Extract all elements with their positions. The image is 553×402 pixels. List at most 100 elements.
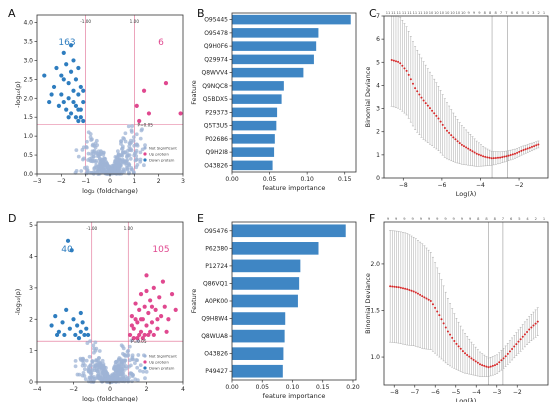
top-count-label: 11: [396, 11, 401, 15]
y-axis-label: Binomial Deviance: [364, 273, 372, 334]
point-not-significant: [123, 139, 128, 144]
cv-point: [482, 155, 485, 158]
legend-entry: Up protein: [149, 151, 169, 156]
y-tick-label: 3.0: [23, 57, 33, 64]
bar: [232, 160, 273, 171]
cv-point: [520, 149, 523, 152]
cv-point: [528, 146, 531, 149]
category-label: O43826: [204, 162, 228, 169]
x-tick-label: 4: [181, 386, 185, 393]
cv-point: [498, 361, 501, 364]
point-not-significant: [129, 130, 134, 134]
bar: [232, 28, 319, 38]
cv-point: [453, 339, 456, 342]
point-not-significant: [116, 164, 121, 169]
cv-point: [421, 295, 424, 298]
x-tick-label: −2: [513, 389, 522, 396]
point-not-significant: [138, 150, 143, 155]
cv-point: [446, 330, 449, 333]
fc-threshold-label: 1.00: [124, 226, 134, 231]
cv-point: [429, 299, 432, 302]
point-down: [78, 115, 83, 120]
category-label: Q9H8W4: [201, 316, 228, 323]
point-down: [49, 92, 54, 97]
y-tick-label: 5: [29, 222, 33, 229]
point-not-significant: [100, 358, 105, 363]
cv-point: [511, 347, 514, 350]
point-not-significant: [113, 363, 118, 367]
point-up: [146, 111, 152, 116]
cv-point: [468, 355, 471, 358]
point-not-significant: [80, 363, 85, 368]
point-not-significant: [121, 364, 126, 369]
point-down: [53, 314, 58, 319]
point-not-significant: [110, 167, 115, 172]
y-tick-label: 0.0: [23, 171, 33, 178]
cv-point: [501, 156, 504, 159]
category-label: Q9H0F6: [204, 43, 228, 50]
cv-point: [472, 358, 475, 361]
point-not-significant: [78, 357, 83, 362]
point-up: [129, 314, 134, 319]
point-up: [151, 285, 156, 290]
count-down-label: 163: [58, 38, 75, 48]
y-tick-label: 1.0: [23, 133, 33, 140]
point-down: [61, 99, 66, 105]
top-count-label: 4: [526, 217, 529, 221]
cv-point: [458, 142, 461, 145]
top-count-label: 11: [402, 11, 407, 15]
point-not-significant: [126, 153, 131, 158]
bar: [232, 67, 304, 78]
top-count-label: 6: [511, 11, 514, 15]
cv-point: [431, 303, 434, 306]
point-not-significant: [123, 131, 128, 136]
point-down: [78, 310, 83, 316]
cv-point: [408, 289, 411, 292]
point-not-significant: [130, 374, 135, 379]
y-axis-label: Feature: [190, 80, 198, 105]
importance-bar-chart-b: O95445 O95478 Q9H0F6 Q29974 Q8WVV4 Q9NQC8 Q5BD…: [190, 12, 357, 192]
point-down: [82, 332, 87, 338]
point-not-significant: [73, 358, 78, 363]
point-not-significant: [121, 372, 126, 376]
cv-point: [477, 153, 480, 156]
bar: [232, 107, 278, 118]
point-not-significant: [92, 166, 97, 171]
cv-point: [504, 355, 507, 358]
top-count-label: 9: [453, 217, 456, 221]
point-not-significant: [143, 143, 147, 148]
point-not-significant: [106, 164, 111, 169]
y-tick-label: 7: [376, 13, 380, 20]
x-tick-label: 0.15: [338, 176, 352, 183]
count-up-label: 105: [152, 245, 169, 255]
cv-point: [419, 293, 422, 296]
point-up: [127, 332, 133, 338]
y-tick-label: 2: [376, 129, 380, 136]
point-not-significant: [82, 367, 87, 372]
top-count-label: 5: [518, 217, 520, 221]
point-down: [56, 329, 62, 334]
cv-point: [459, 347, 462, 350]
cv-point: [499, 156, 502, 159]
x-tick-label: −7: [410, 389, 419, 396]
point-not-significant: [116, 152, 121, 157]
point-down: [49, 323, 54, 328]
cv-point: [406, 288, 409, 291]
point-not-significant: [127, 162, 132, 167]
point-up: [153, 307, 158, 312]
point-up: [157, 295, 162, 300]
cv-point: [391, 285, 394, 288]
point-up: [142, 332, 147, 338]
point-not-significant: [86, 151, 91, 156]
y-tick-label: 0.5: [23, 152, 33, 159]
cv-point: [467, 147, 470, 150]
cv-point: [422, 99, 425, 102]
cv-point: [469, 148, 472, 151]
cv-point: [418, 93, 421, 96]
point-not-significant: [120, 157, 125, 162]
bar: [232, 277, 300, 290]
point-up: [163, 81, 169, 86]
cv-point: [392, 59, 395, 62]
point-up: [140, 335, 145, 341]
